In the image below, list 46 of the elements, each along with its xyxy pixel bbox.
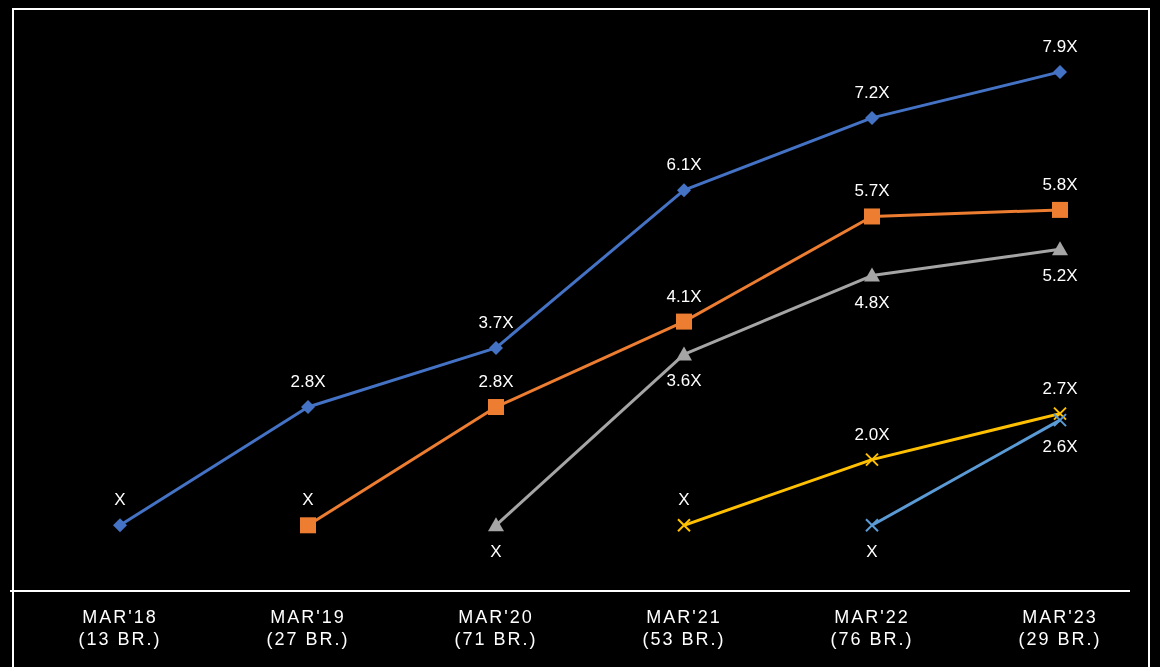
data-label: X (114, 490, 126, 510)
data-label: 3.6X (666, 371, 702, 391)
x-tick-label: MAR'19 (27 BR.) (266, 607, 350, 649)
data-label: X (490, 542, 502, 562)
point (300, 517, 316, 534)
point (1053, 64, 1067, 79)
point (1053, 406, 1067, 421)
x-tick-label: MAR'23 (29 BR.) (1018, 607, 1102, 649)
data-label: 3.7X (478, 312, 514, 332)
point (1053, 413, 1067, 428)
data-label: 2.8X (290, 372, 326, 392)
point (677, 518, 691, 533)
point (865, 452, 879, 467)
data-label: 7.2X (854, 82, 890, 102)
x-tick-label: MAR'20 (71 BR.) (454, 607, 538, 649)
data-label: 4.8X (854, 292, 890, 312)
point (864, 267, 880, 282)
data-label: 5.2X (1042, 266, 1078, 286)
point (488, 399, 504, 416)
data-label: X (866, 542, 878, 562)
data-label: 5.8X (1042, 174, 1078, 194)
data-label: 2.8X (478, 372, 514, 392)
x-tick-label: MAR'18 (13 BR.) (78, 607, 162, 649)
point (864, 208, 880, 225)
data-label: 4.1X (666, 286, 702, 306)
point (488, 517, 504, 532)
data-label: X (302, 490, 314, 510)
data-label: 5.7X (854, 181, 890, 201)
data-label: 6.1X (666, 155, 702, 175)
x-tick-label: MAR'21 (53 BR.) (642, 607, 726, 649)
point (676, 313, 692, 330)
data-label: 7.9X (1042, 36, 1078, 56)
data-label: 2.0X (854, 424, 890, 444)
data-label: 2.7X (1042, 378, 1078, 398)
point (677, 183, 691, 198)
point (489, 340, 503, 355)
point (865, 518, 879, 533)
point (301, 400, 315, 415)
x-tick-label: MAR'22 (76 BR.) (830, 607, 914, 649)
point (1052, 201, 1068, 218)
data-label: X (678, 490, 690, 510)
point (865, 110, 879, 125)
point (1052, 241, 1068, 256)
data-label: 2.6X (1042, 437, 1078, 457)
point (676, 346, 692, 361)
point (113, 518, 127, 533)
